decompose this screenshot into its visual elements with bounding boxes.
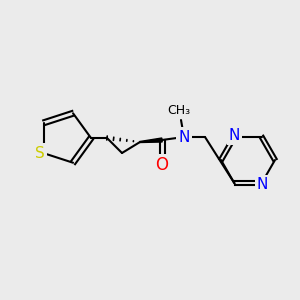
Text: O: O <box>155 156 169 174</box>
Polygon shape <box>140 138 162 142</box>
Text: N: N <box>178 130 190 145</box>
Text: CH₃: CH₃ <box>167 104 190 118</box>
Text: N: N <box>257 177 268 192</box>
Text: S: S <box>35 146 45 161</box>
Text: N: N <box>229 128 240 143</box>
